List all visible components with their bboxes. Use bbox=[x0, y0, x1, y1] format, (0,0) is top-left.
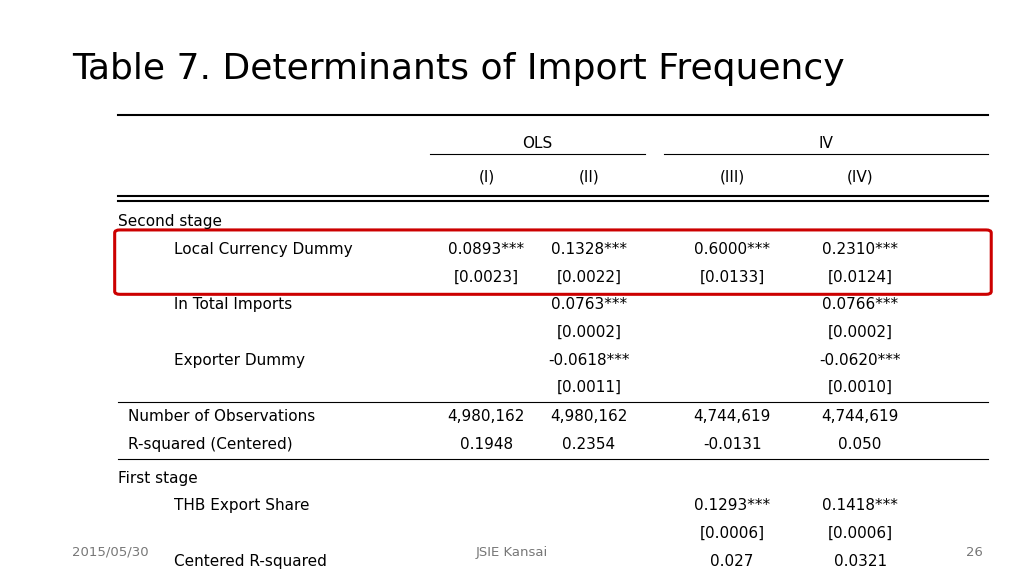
Text: Exporter Dummy: Exporter Dummy bbox=[174, 353, 305, 367]
Text: THB Export Share: THB Export Share bbox=[174, 498, 309, 513]
Text: [0.0023]: [0.0023] bbox=[454, 270, 519, 285]
Text: Second stage: Second stage bbox=[118, 214, 222, 229]
Text: IV: IV bbox=[818, 137, 834, 151]
Text: [0.0002]: [0.0002] bbox=[556, 325, 622, 340]
Text: -0.0131: -0.0131 bbox=[702, 437, 762, 452]
Text: 0.1948: 0.1948 bbox=[460, 437, 513, 452]
Text: First stage: First stage bbox=[118, 471, 198, 486]
Text: 4,980,162: 4,980,162 bbox=[447, 409, 525, 424]
Text: [0.0022]: [0.0022] bbox=[556, 270, 622, 285]
Text: 2015/05/30: 2015/05/30 bbox=[72, 545, 148, 559]
Text: [0.0010]: [0.0010] bbox=[827, 380, 893, 395]
Text: [0.0133]: [0.0133] bbox=[699, 270, 765, 285]
Text: Table 7. Determinants of Import Frequency: Table 7. Determinants of Import Frequenc… bbox=[72, 52, 845, 86]
Text: 0.1293***: 0.1293*** bbox=[694, 498, 770, 513]
Text: R-squared (Centered): R-squared (Centered) bbox=[128, 437, 293, 452]
Text: [0.0124]: [0.0124] bbox=[827, 270, 893, 285]
Text: 26: 26 bbox=[967, 545, 983, 559]
Text: 0.1418***: 0.1418*** bbox=[822, 498, 898, 513]
Text: Centered R-squared: Centered R-squared bbox=[174, 554, 327, 569]
Text: [0.0011]: [0.0011] bbox=[556, 380, 622, 395]
Text: ln Total Imports: ln Total Imports bbox=[174, 297, 292, 312]
Text: JSIE Kansai: JSIE Kansai bbox=[476, 545, 548, 559]
Text: 0.0893***: 0.0893*** bbox=[449, 242, 524, 257]
Text: [0.0002]: [0.0002] bbox=[827, 325, 893, 340]
Text: OLS: OLS bbox=[522, 137, 553, 151]
Text: (IV): (IV) bbox=[847, 170, 873, 185]
Text: 4,980,162: 4,980,162 bbox=[550, 409, 628, 424]
Text: 0.2310***: 0.2310*** bbox=[822, 242, 898, 257]
Text: -0.0618***: -0.0618*** bbox=[548, 353, 630, 367]
Text: 0.0763***: 0.0763*** bbox=[551, 297, 627, 312]
Text: 0.2354: 0.2354 bbox=[562, 437, 615, 452]
Text: 4,744,619: 4,744,619 bbox=[693, 409, 771, 424]
Text: -0.0620***: -0.0620*** bbox=[819, 353, 901, 367]
Text: 0.0766***: 0.0766*** bbox=[822, 297, 898, 312]
Text: Local Currency Dummy: Local Currency Dummy bbox=[174, 242, 352, 257]
Text: (II): (II) bbox=[579, 170, 599, 185]
Text: [0.0006]: [0.0006] bbox=[827, 526, 893, 541]
Text: 0.6000***: 0.6000*** bbox=[694, 242, 770, 257]
Text: 0.050: 0.050 bbox=[839, 437, 882, 452]
Text: 0.1328***: 0.1328*** bbox=[551, 242, 627, 257]
Text: 4,744,619: 4,744,619 bbox=[821, 409, 899, 424]
Text: Number of Observations: Number of Observations bbox=[128, 409, 315, 424]
Text: 0.027: 0.027 bbox=[711, 554, 754, 569]
Text: 0.0321: 0.0321 bbox=[834, 554, 887, 569]
Text: (I): (I) bbox=[478, 170, 495, 185]
Text: (III): (III) bbox=[720, 170, 744, 185]
Text: [0.0006]: [0.0006] bbox=[699, 526, 765, 541]
